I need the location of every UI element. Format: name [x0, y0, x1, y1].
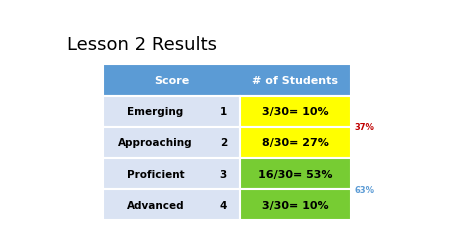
Bar — [104, 65, 351, 96]
Bar — [104, 158, 239, 189]
Text: 4: 4 — [220, 200, 227, 210]
Text: 16/30= 53%: 16/30= 53% — [258, 169, 333, 179]
Text: Approaching: Approaching — [118, 138, 193, 148]
Text: Proficient: Proficient — [126, 169, 184, 179]
Text: 8/30= 27%: 8/30= 27% — [262, 138, 328, 148]
Bar — [239, 158, 351, 189]
Text: Lesson 2 Results: Lesson 2 Results — [67, 36, 217, 54]
Bar — [104, 189, 239, 220]
Text: Advanced: Advanced — [126, 200, 184, 210]
Text: Emerging: Emerging — [127, 107, 184, 117]
Bar — [239, 127, 351, 158]
Text: 3: 3 — [220, 169, 227, 179]
Bar — [104, 127, 239, 158]
Bar — [239, 189, 351, 220]
Bar — [239, 96, 351, 127]
Text: 37%: 37% — [355, 123, 374, 132]
Text: 2: 2 — [220, 138, 227, 148]
Text: Score: Score — [154, 76, 189, 86]
Text: 63%: 63% — [355, 185, 374, 194]
Text: 1: 1 — [220, 107, 227, 117]
Text: # of Students: # of Students — [252, 76, 338, 86]
Bar — [104, 96, 239, 127]
Text: 3/30= 10%: 3/30= 10% — [262, 107, 328, 117]
Text: 3/30= 10%: 3/30= 10% — [262, 200, 328, 210]
